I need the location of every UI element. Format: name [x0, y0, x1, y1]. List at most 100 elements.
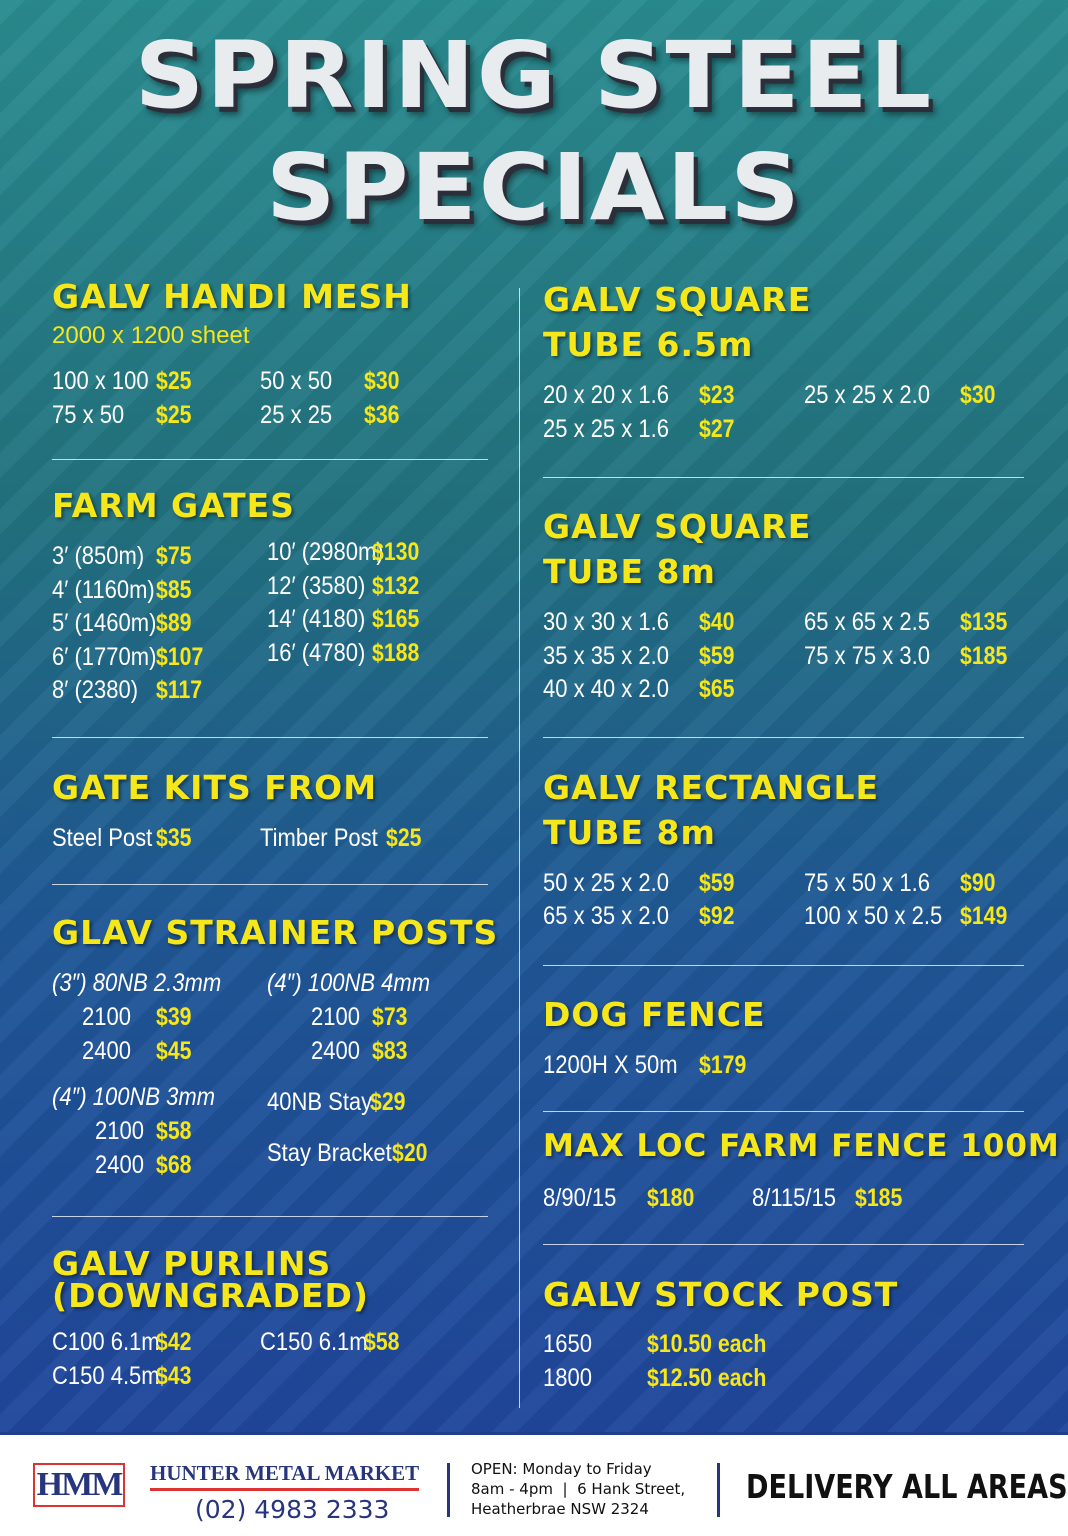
- item-label: 2100: [311, 1003, 360, 1031]
- item-label: 10′ (2980m): [267, 538, 384, 566]
- headline-line2: SPECIALS: [266, 134, 802, 241]
- delivery-banner: DELIVERY ALL AREAS: [746, 1467, 1068, 1506]
- item-label: 25 x 25 x 1.6: [543, 415, 669, 443]
- item-label: 75 x 50: [52, 401, 125, 429]
- item-price: $185: [960, 642, 1008, 670]
- item-price: $29: [370, 1088, 406, 1116]
- item-price: $73: [372, 1003, 408, 1031]
- item-price: $188: [372, 639, 420, 667]
- item-label: Timber Post: [260, 824, 378, 852]
- section-divider: [543, 737, 1024, 738]
- section-title: GALV HANDI MESH: [52, 277, 412, 316]
- item-label: 6′ (1770m): [52, 643, 157, 671]
- section-title: GATE KITS FROM: [52, 768, 378, 807]
- section-title: MAX LOC FARM FENCE 100M: [543, 1128, 1060, 1164]
- hours-line: OPEN: Monday to Friday: [471, 1460, 652, 1478]
- item-label: C150 4.5m: [52, 1362, 160, 1390]
- item-price: $25: [156, 367, 192, 395]
- item-price: $107: [156, 643, 204, 671]
- item-price: $59: [699, 869, 735, 897]
- item-price: $20: [392, 1139, 428, 1167]
- item-label: 1650: [543, 1330, 592, 1358]
- item-price: $90: [960, 869, 996, 897]
- section-divider: [543, 1244, 1024, 1245]
- column-divider: [519, 288, 520, 1408]
- item-price: $45: [156, 1037, 192, 1065]
- item-price: $25: [386, 824, 422, 852]
- address-line: Heatherbrae NSW 2324: [471, 1500, 649, 1518]
- item-label: 20 x 20 x 1.6: [543, 381, 669, 409]
- item-price: $39: [156, 1003, 192, 1031]
- item-label: C150 6.1m: [260, 1328, 368, 1356]
- item-price: $83: [372, 1037, 408, 1065]
- item-label: Steel Post: [52, 824, 153, 852]
- section-divider: [543, 477, 1024, 478]
- group-heading: (3″) 80NB 2.3mm: [52, 969, 222, 997]
- item-price: $42: [156, 1328, 192, 1356]
- item-label: 8/115/15: [752, 1184, 837, 1212]
- item-price: $43: [156, 1362, 192, 1390]
- item-label: 35 x 35 x 2.0: [543, 642, 669, 670]
- item-label: 40NB Stay: [267, 1088, 373, 1116]
- item-label: 8/90/15: [543, 1184, 617, 1212]
- section-subtitle: (DOWNGRADED): [52, 1276, 369, 1315]
- item-price: $27: [699, 415, 735, 443]
- item-price: $65: [699, 675, 735, 703]
- section-title: GLAV STRAINER POSTS: [52, 913, 499, 952]
- item-price: $30: [960, 381, 996, 409]
- item-price: $149: [960, 902, 1008, 930]
- item-label: 100 x 50 x 2.5: [804, 902, 943, 930]
- item-label: 16′ (4780): [267, 639, 366, 667]
- item-price: $89: [156, 609, 192, 637]
- item-price: $135: [960, 608, 1008, 636]
- item-label: 40 x 40 x 2.0: [543, 675, 669, 703]
- item-price: $58: [156, 1117, 192, 1145]
- item-price: $58: [364, 1328, 400, 1356]
- section-title: GALV SQUARE: [543, 280, 812, 319]
- item-label: 1800: [543, 1364, 592, 1392]
- phone-number[interactable]: (02) 4983 2333: [195, 1495, 390, 1524]
- item-price: $12.50 each: [647, 1364, 767, 1392]
- section-title: GALV RECTANGLE: [543, 768, 880, 807]
- item-label: 25 x 25 x 2.0: [804, 381, 930, 409]
- item-label: 14′ (4180): [267, 605, 366, 633]
- item-label: 1200H X 50m: [543, 1051, 678, 1079]
- hours-line: 8am - 4pm | 6 Hank Street,: [471, 1480, 686, 1498]
- item-price: $36: [364, 401, 400, 429]
- section-divider: [52, 459, 488, 460]
- footer: HMM HUNTER METAL MARKET (02) 4983 2333 O…: [0, 1432, 1068, 1536]
- item-label: 2400: [311, 1037, 360, 1065]
- item-label: 65 x 35 x 2.0: [543, 902, 669, 930]
- section-divider: [52, 1216, 488, 1217]
- section-title: TUBE 8m: [543, 813, 716, 852]
- section-title: GALV STOCK POST: [543, 1275, 899, 1314]
- item-price: $23: [699, 381, 735, 409]
- item-label: 5′ (1460m): [52, 609, 157, 637]
- opening-hours: OPEN: Monday to Friday 8am - 4pm | 6 Han…: [471, 1459, 685, 1519]
- item-price: $75: [156, 542, 192, 570]
- item-label: 2400: [95, 1151, 144, 1179]
- item-price: $10.50 each: [647, 1330, 767, 1358]
- section-title: GALV PURLINS: [52, 1244, 332, 1283]
- item-price: $30: [364, 367, 400, 395]
- item-label: 4′ (1160m): [52, 576, 155, 604]
- item-label: 2400: [82, 1037, 131, 1065]
- section-title: FARM GATES: [52, 486, 295, 525]
- item-price: $180: [647, 1184, 695, 1212]
- item-label: 75 x 75 x 3.0: [804, 642, 930, 670]
- item-price: $59: [699, 642, 735, 670]
- section-title: TUBE 8m: [543, 552, 716, 591]
- section-divider: [543, 1111, 1024, 1112]
- section-title: DOG FENCE: [543, 995, 766, 1034]
- section-title: TUBE 6.5m: [543, 325, 754, 364]
- item-label: 12′ (3580): [267, 572, 366, 600]
- item-price: $40: [699, 608, 735, 636]
- item-price: $130: [372, 538, 420, 566]
- headline-line1: SPRING STEEL: [134, 22, 934, 129]
- item-price: $179: [699, 1051, 747, 1079]
- item-price: $132: [372, 572, 420, 600]
- item-price: $185: [855, 1184, 903, 1212]
- poster: SPRING STEEL SPECIALS GALV HANDI MESH 200…: [0, 0, 1068, 1432]
- item-price: $25: [156, 401, 192, 429]
- item-price: $85: [156, 576, 192, 604]
